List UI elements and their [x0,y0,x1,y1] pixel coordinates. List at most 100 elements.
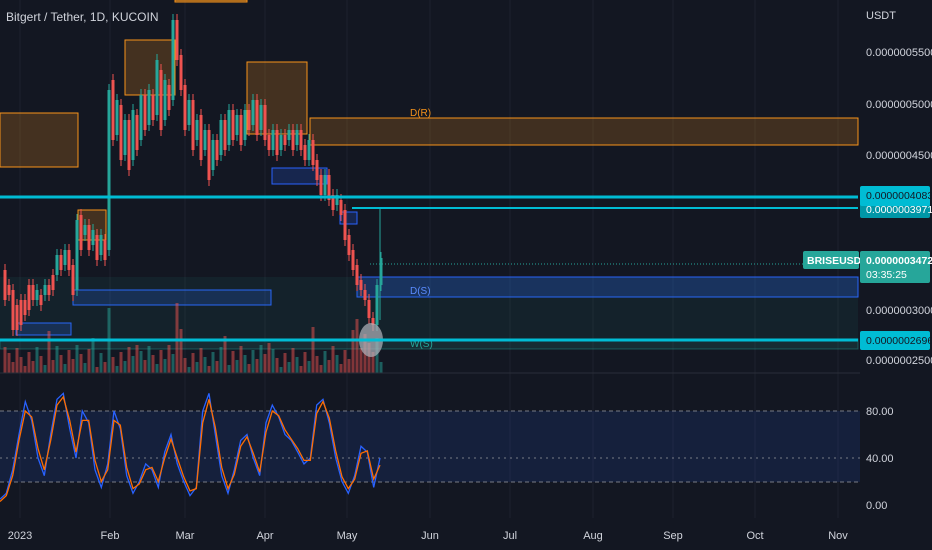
candle-body [163,80,167,120]
candle-body [155,60,159,115]
orange-zone-box [174,0,248,3]
volume-bar [151,355,155,373]
candle-body [379,258,383,285]
last-price-tag-bg [860,251,930,283]
volume-bar [299,366,303,373]
volume-bar [207,366,211,373]
volume-bar [19,357,23,373]
time-axis-label: Apr [256,530,273,542]
stoch-band-fill [0,411,860,482]
currency-label: USDT [866,10,896,22]
candle-body [15,305,19,330]
candle-body [227,110,231,145]
candle-body [47,285,51,295]
time-axis-label: Sep [663,530,683,542]
candle-body [359,280,363,290]
candle-body [355,265,359,285]
candle-body [263,105,267,140]
candle-body [223,120,227,150]
volume-bar [43,365,47,373]
candle-body [271,130,275,150]
candle-body [51,275,55,290]
candle-body [211,140,215,170]
price-tag-upper: 0.0000004083 [866,190,932,202]
candle-body [55,255,59,275]
time-axis-label: Feb [101,530,120,542]
price-tick-label: 0.0000002500 [866,355,932,367]
candle-body [167,85,171,110]
candle-body [351,250,355,270]
volume-bar [291,348,295,373]
volume-bar [331,346,335,373]
volume-bar [267,343,271,373]
volume-bar [327,360,331,373]
candle-body [199,115,203,160]
candle-body [71,265,75,295]
candle-body [295,130,299,145]
candle-body [367,300,371,318]
volume-bar [263,354,267,373]
price-tag-hidden: 0.0000003971 [866,204,932,216]
zones-layer: D(R) D(S) W(S) [0,0,859,350]
candle-body [235,115,239,135]
volume-bar [239,346,243,373]
volume-bar [139,351,143,373]
blue-zone-box [339,211,358,225]
volume-bar [11,362,15,373]
candle-body [171,20,175,100]
volume-bar [103,362,107,373]
volume-bar [95,367,99,373]
candle-body [343,210,347,240]
candle-body [255,100,259,135]
candle-body [179,55,183,90]
candle-body [147,90,151,125]
time-axis-label: Oct [746,530,763,542]
candle-body [67,250,71,270]
candle-body [315,160,319,180]
oscillator-tick-label: 80.00 [866,406,894,418]
volume-bar [275,358,279,373]
volume-bar [31,361,35,373]
candle-body [139,95,143,140]
candle-body [247,110,251,130]
candle-body [23,300,27,315]
symbol-badge: BRISEUSDT [807,255,868,267]
time-axis-label: May [337,530,358,542]
volume-bar [91,338,95,373]
candle-body [363,290,367,300]
price-tick-label: 0.0000003000 [866,305,932,317]
candle-body [159,70,163,130]
orange-zone-box [124,39,176,96]
candle-body [231,110,235,140]
range-fill [0,277,858,339]
time-axis-label: Mar [176,530,195,542]
price-tick-label: 0.0000005000 [866,99,932,111]
candle-body [375,285,379,325]
volume-bar [351,330,355,373]
candle-body [103,240,107,260]
candle-body [183,85,187,130]
candle-body [335,195,339,205]
candle-body [43,285,47,295]
horizontal-lines[interactable] [0,195,858,342]
volume-bar [255,359,259,373]
volume-bar [155,364,159,373]
candle-body [371,318,375,325]
volume-bar [367,343,371,373]
symbol-title: Bitgert / Tether, 1D, KUCOIN [6,10,159,24]
volume-bar [15,348,19,373]
volume-bar [359,348,363,373]
candle-body [215,140,219,160]
volume-bar [27,352,31,373]
volume-bar [339,364,343,373]
volume-bar [147,346,151,373]
time-axis-label: Nov [828,530,848,542]
volume-bar [67,350,71,373]
volume-bar [143,360,147,373]
candle-body [303,145,307,160]
volume-bar [355,319,359,373]
volume-bar [71,359,75,373]
candle-body [87,225,91,250]
candle-body [203,130,207,150]
